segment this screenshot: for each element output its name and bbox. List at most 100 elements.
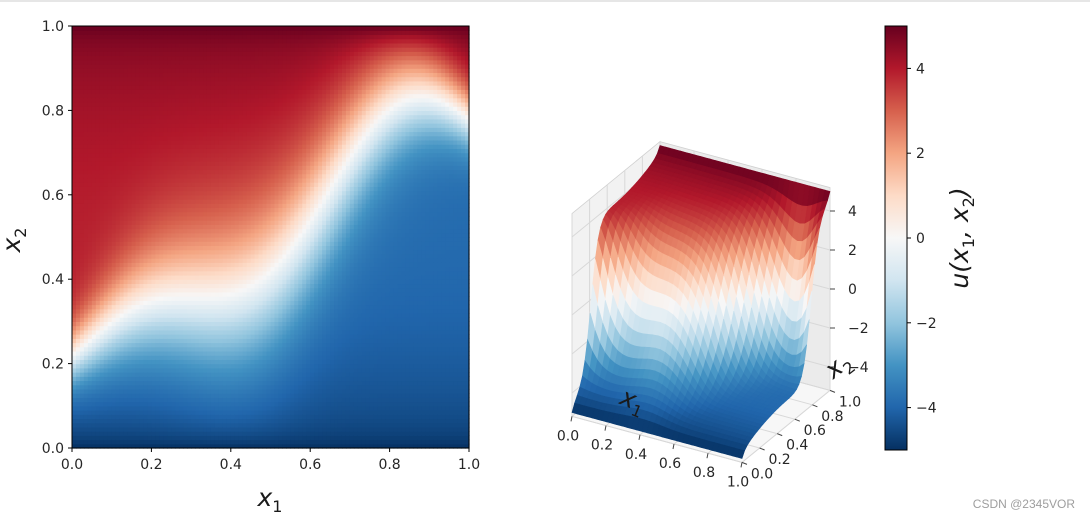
heatmap-cell [266, 59, 272, 65]
heatmap-cell [119, 186, 125, 192]
heatmap-cell [167, 211, 172, 217]
heatmap-cell [246, 215, 252, 221]
heatmap-cell [163, 367, 168, 373]
heatmap-cell [91, 410, 97, 415]
heatmap-cell [155, 334, 160, 339]
heatmap-cell [72, 443, 77, 449]
heatmap-cell [183, 38, 188, 44]
heatmap-cell [214, 410, 220, 415]
heatmap-cell [250, 308, 256, 314]
heatmap-cell [218, 106, 224, 111]
heatmap-cell [159, 249, 164, 255]
heatmap-cell [139, 237, 145, 242]
heatmap-cell [203, 55, 208, 61]
heatmap-cell [99, 401, 105, 407]
heatmap-cell [199, 367, 204, 373]
heatmap-cell [99, 131, 105, 137]
heatmap-cell [179, 80, 184, 86]
heatmap-cell [72, 127, 77, 133]
heatmap-cell [127, 101, 133, 107]
heatmap-cell [183, 131, 188, 137]
heatmap-cell [103, 186, 109, 192]
heatmap-cell [179, 249, 184, 255]
heatmap-cell [246, 426, 252, 432]
heatmap-cell [234, 220, 240, 225]
heatmap-cell [75, 431, 81, 436]
heatmap-cell [238, 384, 244, 390]
heatmap-cell [75, 51, 81, 57]
heatmap-cell [214, 338, 220, 344]
heatmap-cell [234, 359, 240, 365]
heatmap-cell [214, 287, 220, 293]
heatmap-cell [163, 422, 168, 428]
heatmap-cell [175, 410, 180, 415]
heatmap-cell [179, 342, 184, 348]
heatmap-cell [107, 346, 113, 352]
heatmap-cell [250, 127, 256, 133]
heatmap-cell [238, 405, 244, 411]
heatmap-cell [95, 325, 101, 331]
heatmap-cell [139, 93, 145, 99]
heatmap-cell [151, 68, 156, 74]
heatmap-cell [131, 85, 137, 90]
heatmap-cell [179, 55, 184, 61]
heatmap-cell [238, 291, 244, 297]
heatmap-cell [147, 262, 152, 268]
heatmap-cell [111, 34, 117, 40]
heatmap-cell [123, 241, 129, 247]
heatmap-cell [159, 34, 164, 40]
heatmap-cell [87, 363, 93, 369]
heatmap-cell [155, 152, 160, 158]
heatmap-cell [262, 359, 268, 365]
heatmap-cell [95, 26, 101, 31]
heatmap-cell [139, 321, 145, 327]
heatmap-cell [167, 194, 172, 200]
heatmap-cell [163, 393, 168, 398]
heatmap-cell [75, 262, 81, 268]
heatmap-cell [206, 55, 212, 61]
heatmap-cell [218, 426, 224, 432]
heatmap-cell [179, 410, 184, 415]
heatmap-cell [183, 135, 188, 141]
heatmap-cell [175, 97, 180, 103]
heatmap-cell [195, 59, 200, 65]
heatmap-cell [218, 144, 224, 149]
heatmap-cell [183, 118, 188, 124]
heatmap-cell [262, 321, 268, 327]
heatmap-cell [254, 372, 260, 377]
heatmap-cell [171, 173, 176, 179]
heatmap-cell [238, 152, 244, 158]
heatmap-cell [258, 80, 264, 86]
heatmap-cell [250, 325, 256, 331]
heatmap-cell [143, 34, 149, 40]
heatmap-cell [91, 372, 97, 377]
heatmap-cell [115, 418, 121, 424]
heatmap-cell [206, 245, 212, 251]
heatmap-cell [167, 127, 172, 133]
heatmap-cell [139, 165, 145, 171]
heatmap-cell [79, 426, 85, 432]
heatmap-cell [222, 144, 228, 149]
heatmap-cell [206, 190, 212, 196]
heatmap-cell [75, 207, 81, 213]
heatmap-cell [203, 85, 208, 90]
heatmap-cell [95, 418, 101, 424]
heatmap-cell [262, 266, 268, 272]
heatmap-cell [95, 363, 101, 369]
heatmap-cell [131, 439, 137, 445]
heatmap-cell [103, 106, 109, 111]
heatmap-cell [171, 106, 176, 111]
heatmap-cell [262, 139, 268, 145]
heatmap-cell [151, 274, 156, 280]
heatmap-cell [111, 127, 117, 133]
heatmap-cell [127, 325, 133, 331]
heatmap-cell [143, 321, 149, 327]
heatmap-cell [199, 38, 204, 44]
heatmap-cell [199, 51, 204, 57]
heatmap-cell [111, 207, 117, 213]
heatmap-cell [187, 173, 192, 179]
heatmap-cell [187, 317, 192, 322]
heatmap-cell [230, 215, 236, 221]
heatmap-cell [155, 405, 160, 411]
heatmap-cell [266, 55, 272, 61]
